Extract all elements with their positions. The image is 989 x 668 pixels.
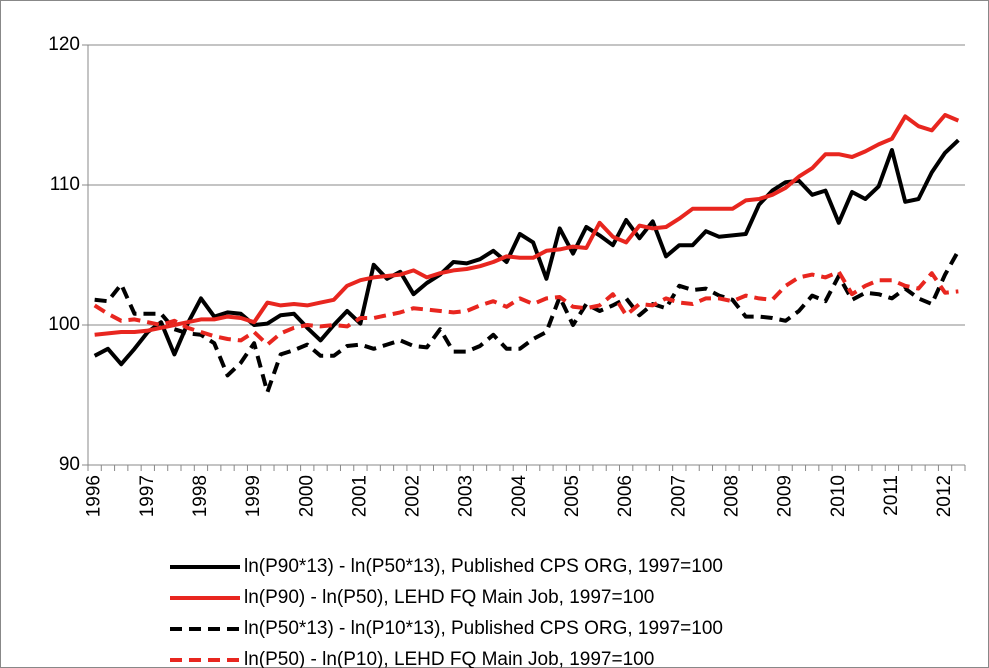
x-tick-label: 2010 bbox=[828, 475, 849, 517]
x-tick-label: 1998 bbox=[190, 475, 211, 517]
x-tick-label: 2011 bbox=[881, 475, 902, 516]
legend-label: ln(P50) - ln(P10), LEHD FQ Main Job, 199… bbox=[244, 649, 654, 668]
y-tick-label: 100 bbox=[48, 314, 80, 335]
y-tick-label: 110 bbox=[50, 174, 80, 195]
x-tick-label: 2007 bbox=[668, 475, 689, 517]
series-line bbox=[94, 249, 961, 395]
legend-label: ln(P90*13) - ln(P50*13), Published CPS O… bbox=[244, 556, 723, 577]
x-tick-label: 2001 bbox=[349, 475, 370, 517]
x-tick-label: 1996 bbox=[84, 475, 105, 517]
x-tick-label: 1997 bbox=[137, 475, 158, 517]
x-tick-label: 2006 bbox=[615, 475, 636, 517]
x-tick-label: 2009 bbox=[775, 475, 796, 517]
y-tick-label: 90 bbox=[59, 454, 80, 475]
x-tick-label: 2008 bbox=[721, 475, 742, 517]
x-tick-label: 2002 bbox=[403, 475, 424, 517]
legend-label: ln(P90) - ln(P50), LEHD FQ Main Job, 199… bbox=[244, 587, 654, 608]
x-tick-label: 2004 bbox=[509, 475, 530, 518]
x-tick-label: 2005 bbox=[562, 475, 583, 517]
x-tick-label: 2003 bbox=[456, 475, 477, 517]
y-tick-label: 120 bbox=[48, 34, 80, 55]
x-tick-label: 2012 bbox=[934, 475, 955, 517]
x-tick-label: 2000 bbox=[296, 475, 317, 517]
series-line bbox=[93, 269, 959, 347]
x-tick-label: 1999 bbox=[243, 475, 264, 517]
legend-label: ln(P50*13) - ln(P10*13), Published CPS O… bbox=[244, 618, 723, 639]
series-line bbox=[93, 138, 960, 367]
series-line bbox=[94, 113, 960, 337]
